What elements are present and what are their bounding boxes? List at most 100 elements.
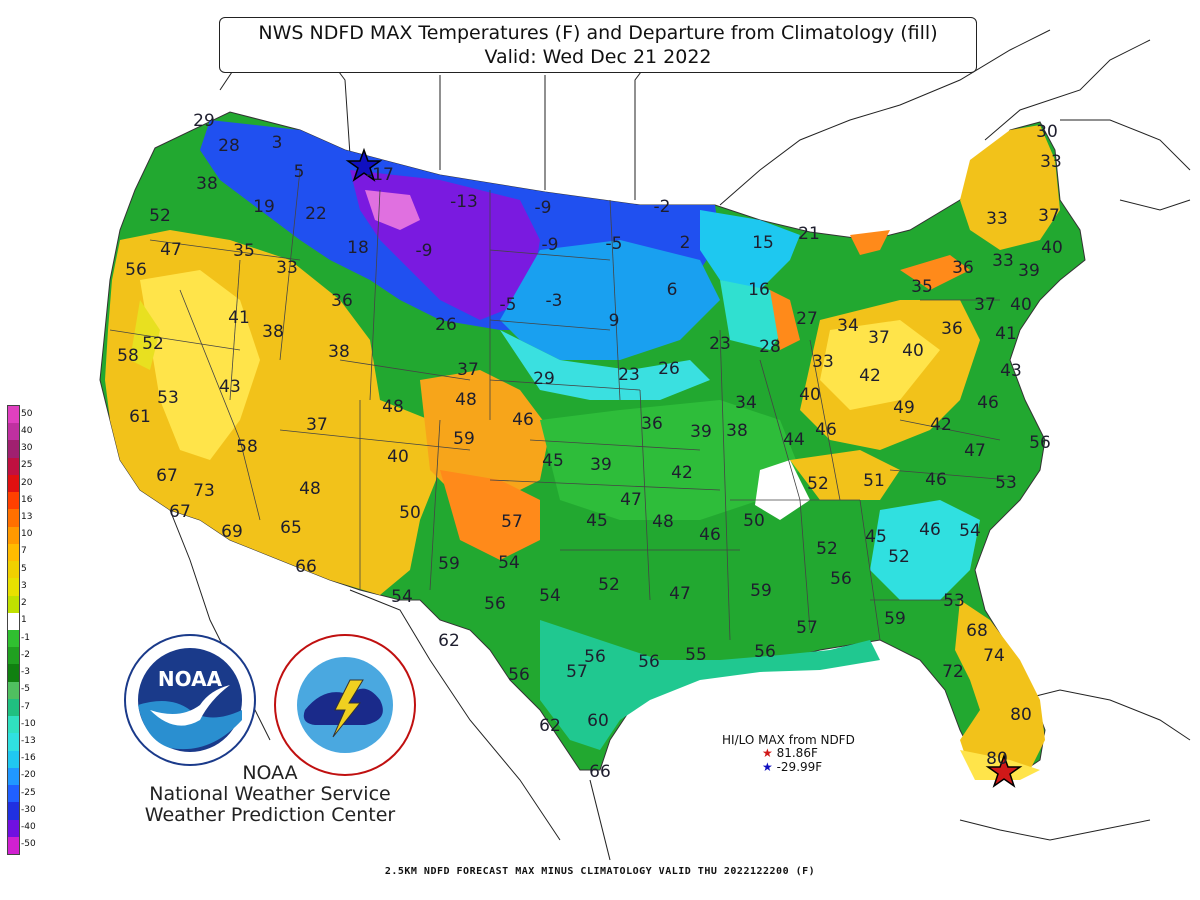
title-line2: Valid: Wed Dec 21 2022 [484,46,712,68]
temperature-label: 45 [586,511,608,531]
temperature-label: 33 [276,258,298,278]
temperature-label: 55 [685,645,707,665]
colorbar-label: -10 [21,718,36,729]
temperature-label: 51 [863,471,885,491]
temperature-label: 59 [438,554,460,574]
temperature-label: 68 [966,621,988,641]
temperature-label: 40 [902,341,924,361]
temperature-label: 40 [387,447,409,467]
temperature-label: 33 [1040,152,1062,172]
temperature-label: 40 [799,385,821,405]
hilo-legend-hi: ★ 81.86F [762,746,818,760]
temperature-label: 23 [709,334,731,354]
hilo-legend-title: HI/LO MAX from NDFD [722,733,855,747]
temperature-label: 59 [453,429,475,449]
temperature-label: 3 [271,133,283,153]
temperature-label: 57 [796,618,818,638]
colorbar-segment [8,543,19,562]
colorbar-segment [8,785,19,803]
temperature-label: 52 [888,547,910,567]
temperature-label: 37 [868,328,890,348]
temperature-label: 54 [391,587,413,607]
temperature-label: 80 [986,749,1008,769]
temperature-label: 49 [893,398,915,418]
temperature-label: 18 [347,238,369,258]
state-borders [109,169,1011,641]
colorbar-segment [8,440,19,459]
hilo-legend-lo: ★ -29.99F [762,760,822,774]
credit-noaa: NOAA [242,762,298,784]
temperature-label: -9 [415,241,433,261]
colorbar-label: -1 [21,632,30,643]
temperature-label: 52 [816,539,838,559]
temperature-label: 46 [919,520,941,540]
map-title: NWS NDFD MAX Temperatures (F) and Depart… [219,17,977,73]
colorbar-segment [8,698,19,717]
temperature-label: 9 [608,311,620,331]
temperature-label: 67 [156,466,178,486]
temperature-label: 36 [952,258,974,278]
temperature-label: 39 [1018,261,1040,281]
colorbar-label: 25 [21,460,33,471]
temperature-label: 58 [236,437,258,457]
lo-value: -29.99F [776,760,823,774]
temperature-label: 22 [305,204,327,224]
temperature-label: 56 [638,652,660,672]
temperature-label: -13 [450,192,478,212]
temperature-label: 48 [382,397,404,417]
temperature-label: 73 [193,481,215,501]
temperature-label: 56 [508,665,530,685]
temperature-label: 46 [512,410,534,430]
temperature-label: 62 [539,716,561,736]
nws-logo [274,634,416,776]
colorbar-segment [8,578,19,597]
colorbar-label: 3 [21,580,27,591]
colorbar-segment [8,457,19,476]
colorbar-segment [8,474,19,493]
colorbar-segment [8,509,19,528]
temperature-label: 47 [669,584,691,604]
temperature-label: 80 [1010,705,1032,725]
colorbar-label: -40 [21,822,36,833]
temperature-label: 30 [1036,122,1058,142]
temperature-label: 69 [221,522,243,542]
temperature-label: -17 [366,165,394,185]
temperature-label: 52 [142,334,164,354]
temperature-label: 33 [992,251,1014,271]
temperature-label: -5 [499,295,517,315]
low-temp-star [345,147,383,182]
temperature-label: 46 [925,470,947,490]
hi-star-icon: ★ [762,746,773,760]
temperature-label: 29 [533,369,555,389]
hi-value: 81.86F [776,746,818,760]
temperature-label: 6 [666,280,678,300]
temperature-label: 37 [457,360,479,380]
temperature-label: 50 [743,511,765,531]
colorbar-label: 30 [21,443,33,454]
colorbar-label: 40 [21,425,33,436]
temperature-label: 38 [196,174,218,194]
temperature-label: 44 [783,430,805,450]
temperature-label: 28 [218,136,240,156]
temperature-label: 52 [807,474,829,494]
colorbar-segment [8,630,19,648]
temperature-label: 38 [328,342,350,362]
temperature-label: 39 [590,455,612,475]
colorbar-label: -3 [21,667,30,678]
colorbar-segment [8,595,19,614]
temperature-label: 56 [125,260,147,280]
temperature-label: -2 [653,197,671,217]
temperature-label: 43 [1000,361,1022,381]
noaa-logo-text: NOAA [157,667,223,691]
colorbar-segment [8,492,19,510]
colorbar-label: 5 [21,563,27,574]
colorbar-segment [8,681,19,700]
temperature-label: 37 [306,415,328,435]
colorbar-label: 1 [21,615,27,626]
temperature-label: 46 [977,393,999,413]
temperature-label: -3 [545,291,563,311]
colorbar-label: -16 [21,753,36,764]
temperature-label: 2 [679,233,691,253]
title-line1: NWS NDFD MAX Temperatures (F) and Depart… [258,22,938,44]
temperature-label: 46 [815,420,837,440]
